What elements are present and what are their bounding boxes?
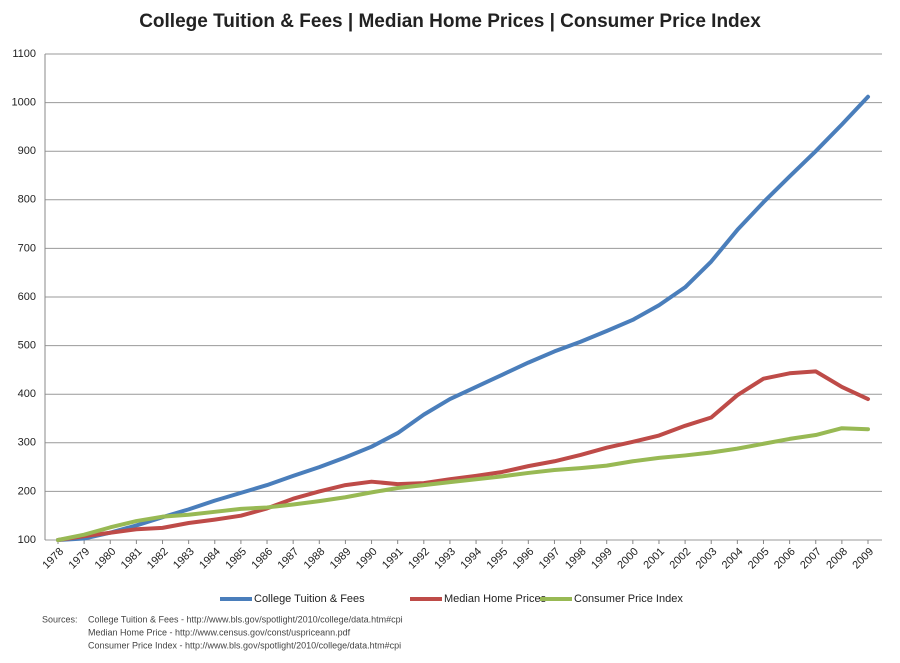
x-tick-label: 1987 bbox=[276, 546, 302, 572]
x-tick-label: 1988 bbox=[302, 546, 328, 572]
y-tick-label: 800 bbox=[18, 194, 36, 206]
y-tick-label: 900 bbox=[18, 145, 36, 157]
x-tick-label: 1995 bbox=[485, 546, 511, 572]
x-tick-label: 1984 bbox=[197, 546, 223, 572]
source-line: College Tuition & Fees - http://www.bls.… bbox=[88, 614, 403, 624]
legend-label: College Tuition & Fees bbox=[254, 593, 365, 605]
legend-label: Median Home Prices bbox=[444, 593, 547, 605]
y-tick-label: 200 bbox=[18, 485, 36, 497]
x-tick-label: 1981 bbox=[119, 546, 145, 572]
x-tick-label: 1990 bbox=[354, 546, 380, 572]
x-tick-label: 2002 bbox=[667, 546, 693, 572]
y-tick-label: 600 bbox=[18, 291, 36, 303]
x-tick-label: 1982 bbox=[145, 546, 171, 572]
x-tick-label: 1983 bbox=[171, 546, 197, 572]
sources-label: Sources: bbox=[42, 614, 78, 624]
series-line bbox=[56, 426, 870, 542]
legend-label: Consumer Price Index bbox=[574, 593, 683, 605]
x-tick-label: 2006 bbox=[772, 546, 798, 572]
x-tick-label: 2007 bbox=[798, 546, 824, 572]
x-tick-label: 1999 bbox=[589, 546, 615, 572]
x-tick-label: 1978 bbox=[40, 546, 66, 572]
x-tick-label: 2004 bbox=[720, 546, 746, 572]
chart-title: College Tuition & Fees | Median Home Pri… bbox=[139, 11, 761, 32]
x-tick-label: 2008 bbox=[824, 546, 850, 572]
x-tick-label: 2001 bbox=[641, 546, 667, 572]
x-tick-label: 1986 bbox=[249, 546, 275, 572]
x-tick-label: 1993 bbox=[432, 546, 458, 572]
y-tick-label: 700 bbox=[18, 242, 36, 254]
x-tick-label: 1989 bbox=[328, 546, 354, 572]
x-tick-label: 1998 bbox=[563, 546, 589, 572]
source-line: Median Home Price - http://www.census.go… bbox=[88, 627, 351, 637]
y-tick-label: 300 bbox=[18, 437, 36, 449]
x-tick-label: 1985 bbox=[223, 546, 249, 572]
x-tick-label: 1980 bbox=[93, 546, 119, 572]
x-tick-label: 2000 bbox=[615, 546, 641, 572]
x-tick-label: 1991 bbox=[380, 546, 406, 572]
y-tick-label: 1000 bbox=[12, 97, 36, 109]
source-line: Consumer Price Index - http://www.bls.go… bbox=[88, 640, 401, 650]
x-tick-label: 2005 bbox=[746, 546, 772, 572]
x-tick-label: 2009 bbox=[850, 546, 876, 572]
x-tick-label: 1997 bbox=[537, 546, 563, 572]
x-tick-label: 1994 bbox=[458, 546, 484, 572]
x-tick-label: 1992 bbox=[406, 546, 432, 572]
x-tick-label: 2003 bbox=[694, 546, 720, 572]
y-tick-label: 1100 bbox=[12, 48, 36, 60]
series-line bbox=[56, 94, 870, 542]
y-tick-label: 100 bbox=[18, 534, 36, 546]
x-tick-label: 1996 bbox=[511, 546, 537, 572]
series-line bbox=[56, 369, 870, 542]
y-tick-label: 400 bbox=[18, 388, 36, 400]
y-tick-label: 500 bbox=[18, 340, 36, 352]
x-tick-label: 1979 bbox=[67, 546, 93, 572]
